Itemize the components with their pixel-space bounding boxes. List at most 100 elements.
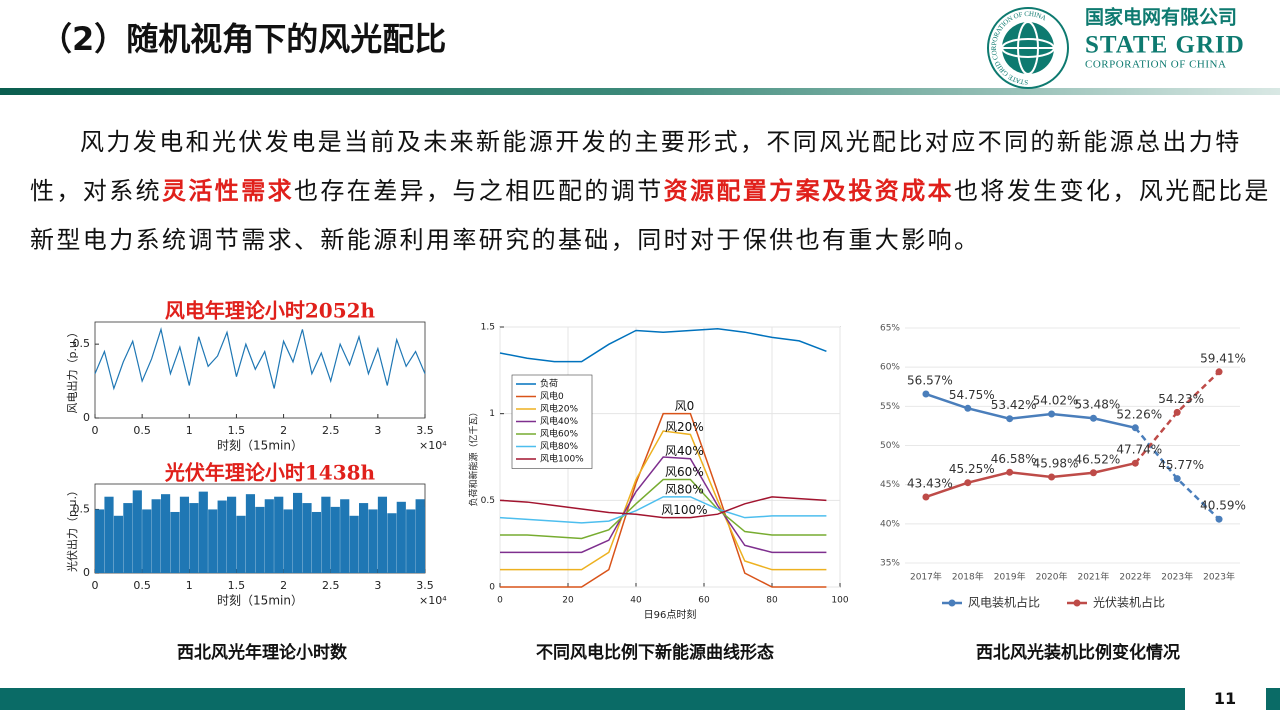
x-axis-label: 日96点时刻 (644, 608, 697, 621)
bar (161, 494, 171, 573)
bar (179, 496, 190, 573)
logo-name-en: STATE GRID (1085, 32, 1245, 59)
x-tick-label: 100 (831, 596, 848, 606)
bar (311, 511, 322, 573)
bar (236, 515, 246, 573)
value-label: 45.77% (1158, 458, 1204, 472)
point (1006, 415, 1014, 423)
x-tick-label: 60 (698, 596, 710, 606)
point (964, 404, 972, 412)
bar (377, 496, 388, 573)
x-tick-label: 2023年 (1161, 571, 1193, 583)
value-label: 45.25% (949, 462, 995, 476)
curve-label: 风20% (665, 420, 704, 434)
bar (189, 503, 199, 573)
series-line (500, 478, 827, 540)
value-label: 45.98% (1033, 456, 1079, 470)
emphasis-text: 灵活性需求 (162, 177, 294, 205)
legend-label: 风电40% (540, 415, 578, 427)
y-axis-label: 风电出力（p.u.） (65, 327, 79, 414)
series-line (925, 392, 1136, 430)
series-line (499, 496, 827, 524)
bar (132, 490, 142, 573)
logo: STATE GRID CORPORATION OF CHINA 国家电网有限公司… (987, 6, 1245, 89)
bar (340, 499, 350, 573)
point (1173, 408, 1181, 416)
footer-band-end (1266, 688, 1280, 710)
x-exponent: ×10⁴ (419, 594, 447, 607)
point (1215, 515, 1223, 523)
legend-label: 风电80% (540, 440, 578, 452)
y-tick-label: 45% (880, 480, 900, 490)
bar (151, 499, 161, 573)
x-tick-label: 20 (562, 596, 574, 606)
point (922, 493, 930, 501)
value-label: 47.74% (1116, 443, 1162, 457)
value-label: 53.48% (1075, 398, 1121, 412)
legend-swatch-dot (948, 599, 956, 607)
bar (255, 506, 265, 573)
curve-label: 风80% (665, 482, 704, 496)
x-tick-label: 0 (92, 424, 99, 437)
x-tick-label: 2.5 (322, 424, 340, 437)
y-tick-label: 1.5 (481, 323, 495, 333)
figure-caption: 西北风光装机比例变化情况 (976, 643, 1180, 663)
x-tick-label: 2017年 (910, 571, 942, 583)
legend-label: 风电装机占比 (968, 595, 1040, 610)
y-tick-label: 60% (880, 363, 900, 373)
footer-band (0, 688, 1185, 710)
bar (415, 506, 425, 573)
x-tick-label: 2020年 (1036, 571, 1068, 583)
slide-title: （2）随机视角下的风光配比 (40, 20, 447, 58)
y-tick-label: 40% (880, 519, 900, 529)
x-tick-label: 2 (280, 424, 287, 437)
y-tick-label: 0 (83, 566, 90, 579)
plot-frame (94, 321, 426, 419)
value-label: 46.58% (991, 452, 1037, 466)
bar (245, 494, 256, 573)
series-line (499, 496, 827, 519)
x-tick-label: 0.5 (133, 424, 151, 437)
x-tick-label: 2022年 (1119, 571, 1151, 583)
x-tick-label: 3.5 (416, 579, 434, 592)
y-tick-label: 0 (489, 583, 495, 593)
x-axis-label: 时刻（15min） (217, 594, 303, 608)
curve-label: 风100% (661, 503, 707, 517)
logo-name-en-sub: CORPORATION OF CHINA (1085, 59, 1226, 71)
x-tick-label: 3.5 (416, 424, 434, 437)
bar (387, 513, 397, 573)
bar (264, 499, 274, 573)
bar (198, 491, 208, 573)
y-tick-label: 0.5 (73, 502, 91, 515)
x-tick-label: 2019年 (994, 571, 1026, 583)
x-tick-label: 2021年 (1077, 571, 1109, 583)
x-tick-label: 1 (186, 424, 193, 437)
legend-label: 风电60% (540, 428, 578, 440)
x-tick-label: 2023年 (1203, 571, 1235, 583)
x-tick-label: 0 (497, 596, 503, 606)
legend-label: 风电100% (540, 453, 584, 465)
value-label: 46.52% (1075, 452, 1121, 466)
x-tick-label: 1.5 (228, 424, 246, 437)
bar (368, 509, 378, 573)
point (1089, 469, 1097, 477)
bar (302, 503, 312, 573)
point (1215, 368, 1223, 376)
legend-label: 风电0 (540, 390, 564, 402)
header-band (0, 88, 1280, 95)
bar (406, 509, 416, 573)
x-tick-label: 80 (766, 596, 778, 606)
series-line (500, 456, 827, 554)
bar (142, 509, 152, 573)
curve-label: 风0 (675, 399, 695, 413)
chart-title: 风电年理论小时2052h (165, 299, 376, 323)
point (1048, 410, 1056, 418)
bar (293, 492, 303, 573)
logo-name-cn: 国家电网有限公司 (1085, 6, 1237, 29)
y-tick-label: 35% (880, 559, 900, 569)
bar (330, 506, 340, 573)
y-axis-label: 光伏出力（p.u.） (65, 485, 79, 572)
series-line (499, 327, 827, 363)
